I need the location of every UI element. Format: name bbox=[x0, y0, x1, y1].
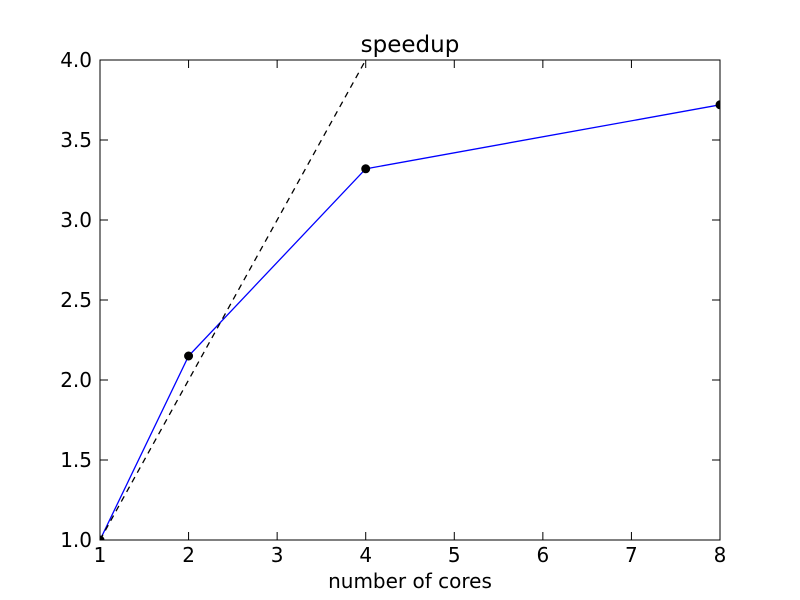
x-tick-label: 5 bbox=[448, 543, 461, 567]
y-tick-label: 3.5 bbox=[60, 128, 92, 152]
plot-frame bbox=[99, 59, 721, 541]
y-tick-label: 2.0 bbox=[60, 368, 92, 392]
y-tick-label: 4.0 bbox=[60, 48, 92, 72]
x-axis-label: number of cores bbox=[328, 569, 492, 593]
speedup-data-point bbox=[361, 164, 371, 174]
x-tick-label: 1 bbox=[94, 543, 107, 567]
y-tick-label: 2.5 bbox=[60, 288, 92, 312]
speedup-data-point bbox=[184, 351, 194, 361]
x-tick-label: 6 bbox=[536, 543, 549, 567]
x-tick-label: 3 bbox=[271, 543, 284, 567]
tick-layer: 1 2 3 4 5 6 7 8 1.0 1.5 2.0 2.5 3.0 3.5 4.0 bbox=[60, 48, 726, 567]
plot-layer bbox=[100, 60, 720, 540]
ideal-speedup-dashed-line bbox=[100, 60, 367, 540]
x-tick-label: 4 bbox=[359, 543, 372, 567]
speedup-data-point bbox=[715, 100, 720, 110]
y-tick-label: 3.0 bbox=[60, 208, 92, 232]
speedup-series-line bbox=[100, 104, 720, 540]
chart-title: speedup bbox=[361, 32, 460, 58]
y-tick-label: 1.0 bbox=[60, 528, 92, 552]
plot-background bbox=[100, 60, 720, 540]
x-tick-label: 2 bbox=[182, 543, 195, 567]
y-tick-label: 1.5 bbox=[60, 448, 92, 472]
x-tick-label: 7 bbox=[625, 543, 638, 567]
x-tick-label: 8 bbox=[714, 543, 727, 567]
